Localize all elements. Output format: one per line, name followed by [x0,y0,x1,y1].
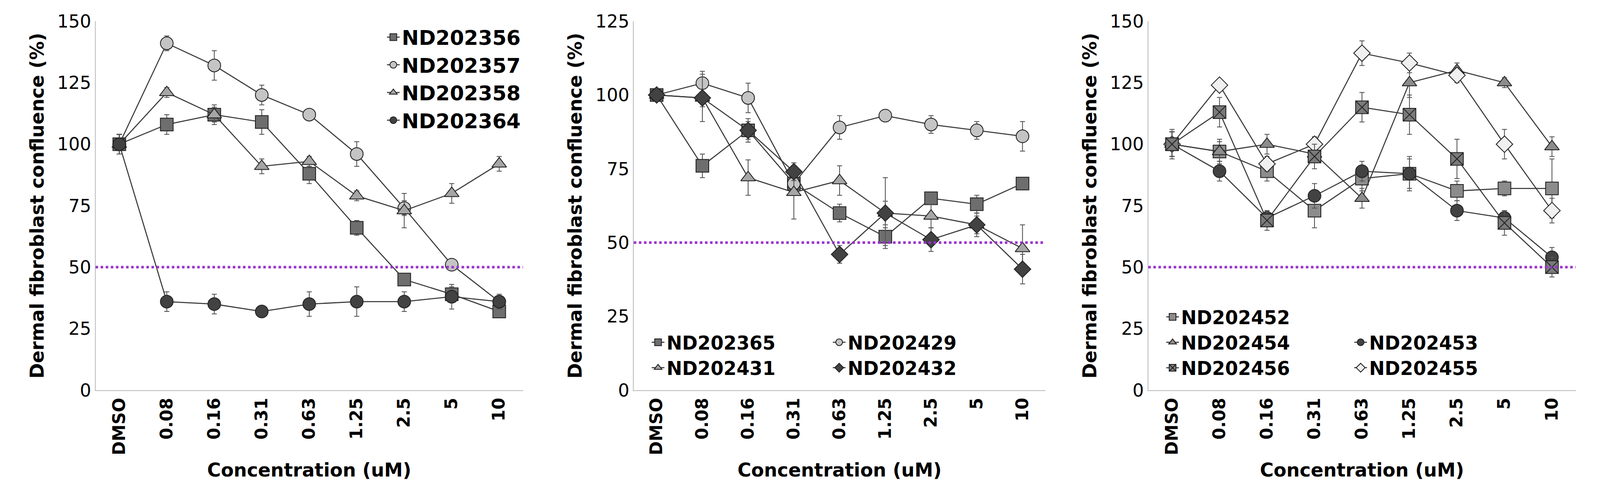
svg-text:125: 125 [595,11,630,32]
svg-text:ND202453: ND202453 [1369,332,1478,355]
svg-text:0.08: 0.08 [692,398,712,441]
svg-text:Concentration (uM): Concentration (uM) [207,459,412,482]
svg-text:0.63: 0.63 [299,398,319,441]
svg-text:0.08: 0.08 [156,398,177,441]
svg-text:10: 10 [488,398,509,422]
svg-text:0: 0 [618,380,630,402]
svg-text:ND202454: ND202454 [1181,332,1290,355]
svg-text:5: 5 [1494,398,1514,411]
svg-text:ND202365: ND202365 [666,332,776,355]
svg-text:0.31: 0.31 [783,398,804,441]
svg-text:75: 75 [606,158,630,180]
svg-text:0.31: 0.31 [1304,398,1324,441]
svg-text:125: 125 [57,72,92,94]
svg-text:75: 75 [1121,195,1144,217]
svg-text:100: 100 [595,84,630,106]
svg-text:ND202431: ND202431 [666,357,776,380]
svg-text:DMSO: DMSO [1161,398,1182,456]
svg-text:125: 125 [1109,72,1144,94]
svg-text:ND202358: ND202358 [402,81,521,106]
svg-text:Dermal fibroblast confluence (: Dermal fibroblast confluence (%) [1078,32,1101,379]
svg-text:ND202364: ND202364 [402,109,521,134]
svg-text:5: 5 [441,398,461,411]
svg-text:1.25: 1.25 [346,398,367,441]
svg-text:ND202357: ND202357 [402,53,521,78]
svg-text:1.25: 1.25 [875,398,895,441]
svg-text:0: 0 [79,380,92,402]
svg-text:10: 10 [1012,398,1032,422]
svg-text:100: 100 [57,133,92,155]
svg-text:Concentration (uM): Concentration (uM) [1259,459,1465,482]
svg-text:DMSO: DMSO [646,398,666,456]
svg-text:2.5: 2.5 [393,398,414,429]
svg-text:ND202356: ND202356 [402,25,521,50]
svg-text:ND202455: ND202455 [1369,357,1478,380]
svg-text:2.5: 2.5 [1446,398,1467,429]
svg-text:Dermal fibroblast confluence (: Dermal fibroblast confluence (%) [26,32,48,379]
svg-text:2.5: 2.5 [920,398,941,429]
svg-text:0.63: 0.63 [1351,398,1372,441]
svg-text:0.08: 0.08 [1209,398,1229,441]
svg-text:Dermal fibroblast confluence (: Dermal fibroblast confluence (%) [564,32,586,379]
svg-text:25: 25 [68,318,92,340]
svg-text:25: 25 [606,306,630,328]
svg-text:0.31: 0.31 [251,398,272,441]
svg-text:150: 150 [57,11,92,32]
svg-text:5: 5 [966,398,987,411]
svg-text:ND202452: ND202452 [1181,307,1290,329]
svg-text:100: 100 [1109,133,1144,155]
svg-text:50: 50 [1121,257,1144,278]
svg-text:50: 50 [68,257,92,278]
svg-text:0.16: 0.16 [204,398,224,441]
svg-text:75: 75 [68,195,92,217]
svg-text:1.25: 1.25 [1399,398,1419,441]
svg-text:0: 0 [1132,380,1145,402]
svg-text:25: 25 [1121,318,1144,340]
svg-text:0.63: 0.63 [829,398,849,441]
svg-text:50: 50 [606,232,630,254]
svg-text:10: 10 [1541,398,1562,422]
svg-text:Concentration (uM): Concentration (uM) [737,459,942,482]
svg-text:0.16: 0.16 [737,398,758,441]
svg-text:ND202432: ND202432 [847,357,957,380]
svg-text:DMSO: DMSO [109,398,129,456]
svg-text:0.16: 0.16 [1256,398,1277,441]
svg-text:150: 150 [1109,11,1144,32]
svg-text:ND202429: ND202429 [847,332,957,355]
svg-text:ND202456: ND202456 [1181,357,1290,380]
